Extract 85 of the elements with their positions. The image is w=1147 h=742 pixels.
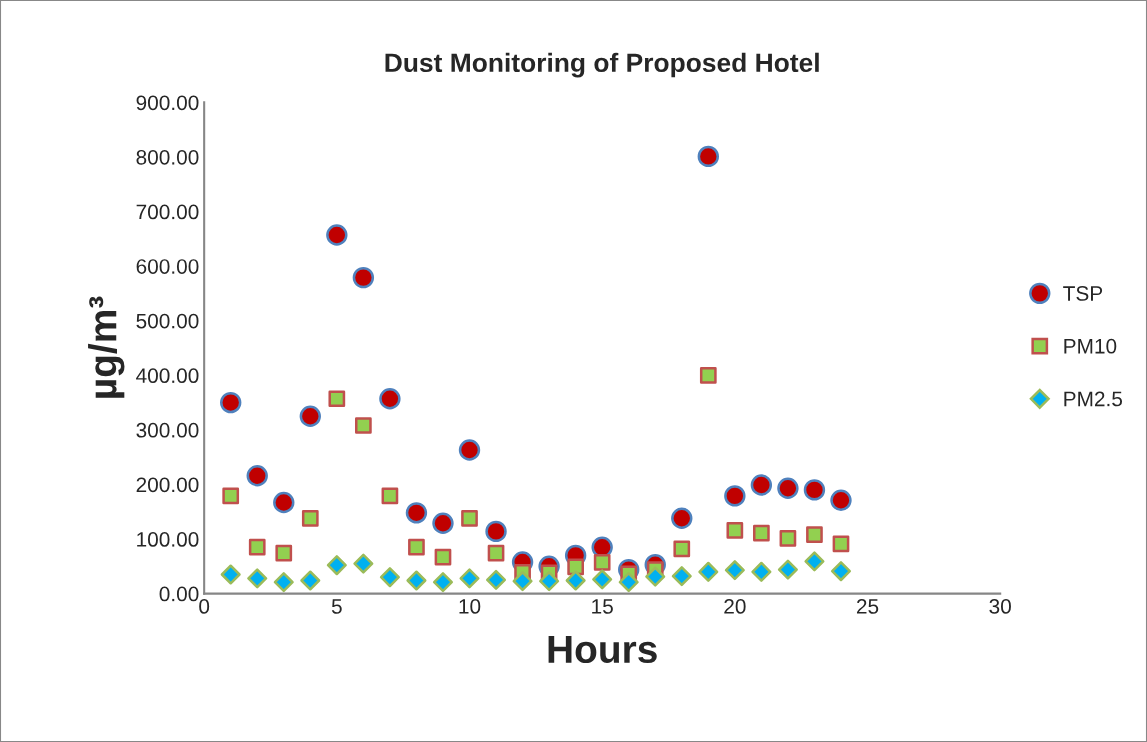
point (434, 548, 452, 566)
y-tick-label: 200.00 (136, 477, 199, 493)
point (593, 554, 611, 571)
point (697, 145, 720, 168)
point (512, 571, 533, 592)
point (671, 566, 692, 587)
point (273, 572, 294, 593)
point (592, 569, 613, 590)
x-tick-label: 15 (592, 599, 613, 614)
point (461, 509, 478, 527)
point (328, 390, 346, 408)
point (726, 521, 744, 539)
point (671, 507, 693, 529)
legend-label: PM2.5 (1064, 391, 1123, 407)
point (220, 564, 241, 585)
point (246, 465, 268, 487)
point (751, 561, 772, 582)
y-tick-label: 100.00 (137, 532, 199, 547)
y-axis-title: µg/m³ (88, 296, 125, 398)
x-tick-label: 0 (199, 599, 210, 614)
x-tick-label: 20 (724, 599, 746, 614)
point (432, 512, 454, 534)
y-tick-label: 300.00 (136, 422, 199, 438)
point (379, 567, 400, 588)
y-tick-label: 0.00 (159, 586, 199, 602)
point (326, 555, 347, 576)
point (275, 544, 293, 562)
point (803, 479, 826, 501)
chart-title: Dust Monitoring of Proposed Hotel (385, 52, 819, 78)
y-tick-label: 400.00 (136, 368, 199, 384)
point (458, 439, 481, 461)
x-tick-label: 25 (856, 599, 879, 614)
point (750, 474, 773, 496)
point (352, 266, 375, 289)
point (724, 560, 745, 581)
point (355, 417, 372, 434)
point (432, 572, 453, 593)
point (220, 391, 242, 414)
point (698, 561, 719, 582)
point (379, 388, 401, 410)
y-tick-label: 600.00 (136, 259, 199, 274)
legend-label: TSP (1063, 286, 1103, 301)
point (830, 489, 852, 511)
point (248, 538, 266, 556)
point (645, 566, 666, 587)
point (832, 535, 850, 553)
point (459, 568, 480, 589)
point (618, 572, 639, 593)
point (405, 502, 428, 524)
point (406, 570, 427, 591)
point (408, 538, 425, 556)
point (299, 405, 321, 427)
point (777, 559, 798, 580)
x-axis-title: Hours (548, 635, 657, 664)
y-tick-label: 500.00 (136, 313, 199, 329)
point (301, 509, 319, 527)
point (753, 524, 770, 542)
y-tick-label: 900.00 (136, 95, 199, 111)
point (699, 366, 717, 384)
point (806, 526, 823, 544)
legend-label: PM10 (1064, 338, 1117, 354)
x-tick-label: 10 (459, 599, 481, 614)
point (381, 487, 399, 505)
point (567, 558, 585, 576)
point (487, 544, 505, 562)
point (247, 568, 268, 589)
point (565, 570, 586, 591)
point (485, 520, 507, 543)
point (804, 551, 825, 572)
point (273, 491, 295, 514)
point (830, 561, 852, 582)
y-tick-label: 800.00 (136, 149, 199, 165)
point (353, 553, 374, 574)
point (326, 224, 348, 246)
point (724, 485, 746, 507)
point (539, 571, 560, 592)
point (300, 570, 321, 591)
point (779, 530, 797, 547)
x-tick-label: 5 (331, 599, 342, 614)
y-tick-label: 700.00 (136, 204, 199, 220)
x-tick-label: 30 (989, 599, 1011, 614)
point (222, 487, 240, 505)
point (486, 569, 507, 590)
point (777, 477, 799, 499)
point (673, 540, 691, 558)
